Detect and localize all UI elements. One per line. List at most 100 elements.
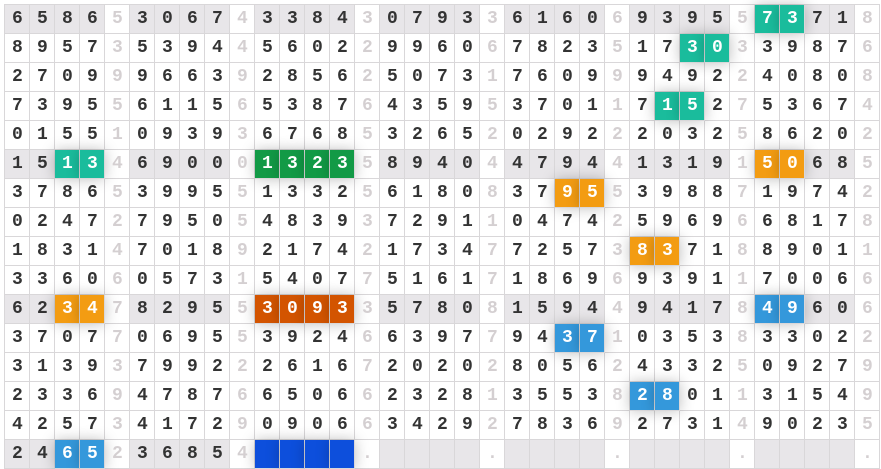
highlighted-cell[interactable] <box>580 179 605 208</box>
grid-cell[interactable] <box>755 34 780 63</box>
highlighted-cell[interactable] <box>655 92 680 121</box>
separator-cell[interactable] <box>855 34 880 63</box>
separator-cell[interactable] <box>605 295 630 324</box>
grid-cell[interactable] <box>330 5 355 34</box>
grid-cell[interactable] <box>755 324 780 353</box>
highlighted-cell[interactable] <box>555 324 580 353</box>
grid-cell[interactable] <box>580 5 605 34</box>
grid-cell[interactable] <box>805 5 830 34</box>
grid-cell[interactable] <box>80 63 105 92</box>
grid-cell[interactable] <box>80 382 105 411</box>
grid-cell[interactable] <box>280 121 305 150</box>
grid-cell[interactable] <box>330 92 355 121</box>
grid-cell[interactable] <box>830 179 855 208</box>
separator-cell[interactable] <box>855 208 880 237</box>
grid-cell[interactable] <box>205 121 230 150</box>
grid-cell[interactable] <box>80 266 105 295</box>
grid-cell[interactable] <box>680 5 705 34</box>
highlighted-cell[interactable] <box>780 295 805 324</box>
grid-cell[interactable] <box>505 63 530 92</box>
separator-cell[interactable] <box>480 411 505 440</box>
grid-cell[interactable] <box>255 353 280 382</box>
grid-cell[interactable] <box>405 150 430 179</box>
separator-cell[interactable] <box>730 63 755 92</box>
grid-cell[interactable] <box>5 5 30 34</box>
separator-cell[interactable] <box>105 179 130 208</box>
grid-cell[interactable] <box>255 34 280 63</box>
separator-cell[interactable] <box>730 150 755 179</box>
separator-cell[interactable] <box>605 121 630 150</box>
grid-cell[interactable] <box>305 411 330 440</box>
grid-cell[interactable] <box>430 324 455 353</box>
separator-cell[interactable] <box>855 150 880 179</box>
grid-cell[interactable] <box>280 353 305 382</box>
separator-cell[interactable] <box>730 121 755 150</box>
separator-cell[interactable] <box>230 63 255 92</box>
grid-cell[interactable] <box>280 266 305 295</box>
grid-cell[interactable] <box>205 324 230 353</box>
grid-cell[interactable] <box>705 411 730 440</box>
highlighted-cell[interactable] <box>680 34 705 63</box>
separator-cell[interactable] <box>230 382 255 411</box>
grid-cell[interactable] <box>330 237 355 266</box>
grid-cell[interactable] <box>455 63 480 92</box>
grid-cell[interactable] <box>705 382 730 411</box>
grid-cell[interactable] <box>505 266 530 295</box>
grid-cell[interactable] <box>530 179 555 208</box>
grid-cell[interactable] <box>180 121 205 150</box>
grid-cell[interactable] <box>380 179 405 208</box>
grid-cell[interactable] <box>455 266 480 295</box>
grid-cell[interactable] <box>580 92 605 121</box>
grid-cell[interactable] <box>455 121 480 150</box>
grid-cell[interactable] <box>430 353 455 382</box>
separator-cell[interactable] <box>855 92 880 121</box>
separator-cell[interactable] <box>105 150 130 179</box>
grid-cell[interactable] <box>180 295 205 324</box>
grid-cell[interactable] <box>580 440 605 469</box>
grid-cell[interactable] <box>80 237 105 266</box>
grid-cell[interactable] <box>705 208 730 237</box>
grid-cell[interactable] <box>255 237 280 266</box>
grid-cell[interactable] <box>405 411 430 440</box>
grid-cell[interactable] <box>655 34 680 63</box>
separator-cell[interactable] <box>230 324 255 353</box>
grid-cell[interactable] <box>755 63 780 92</box>
grid-cell[interactable] <box>505 295 530 324</box>
separator-cell[interactable] <box>355 440 380 469</box>
separator-cell[interactable] <box>105 92 130 121</box>
grid-cell[interactable] <box>655 324 680 353</box>
grid-cell[interactable] <box>180 353 205 382</box>
highlighted-cell[interactable] <box>680 92 705 121</box>
grid-cell[interactable] <box>655 353 680 382</box>
separator-cell[interactable] <box>480 237 505 266</box>
grid-cell[interactable] <box>505 237 530 266</box>
grid-cell[interactable] <box>755 237 780 266</box>
highlighted-cell[interactable] <box>555 179 580 208</box>
separator-cell[interactable] <box>480 63 505 92</box>
grid-cell[interactable] <box>130 150 155 179</box>
grid-cell[interactable] <box>205 353 230 382</box>
separator-cell[interactable] <box>105 121 130 150</box>
grid-cell[interactable] <box>630 353 655 382</box>
grid-cell[interactable] <box>555 92 580 121</box>
grid-cell[interactable] <box>705 5 730 34</box>
grid-cell[interactable] <box>280 324 305 353</box>
separator-cell[interactable] <box>105 324 130 353</box>
grid-cell[interactable] <box>55 5 80 34</box>
separator-cell[interactable] <box>480 121 505 150</box>
grid-cell[interactable] <box>305 121 330 150</box>
separator-cell[interactable] <box>730 179 755 208</box>
grid-cell[interactable] <box>155 121 180 150</box>
grid-cell[interactable] <box>405 208 430 237</box>
separator-cell[interactable] <box>855 411 880 440</box>
grid-cell[interactable] <box>655 121 680 150</box>
grid-cell[interactable] <box>805 34 830 63</box>
separator-cell[interactable] <box>230 353 255 382</box>
grid-cell[interactable] <box>705 295 730 324</box>
grid-cell[interactable] <box>755 382 780 411</box>
grid-cell[interactable] <box>455 179 480 208</box>
separator-cell[interactable] <box>230 440 255 469</box>
grid-cell[interactable] <box>380 411 405 440</box>
grid-cell[interactable] <box>580 121 605 150</box>
grid-cell[interactable] <box>255 5 280 34</box>
